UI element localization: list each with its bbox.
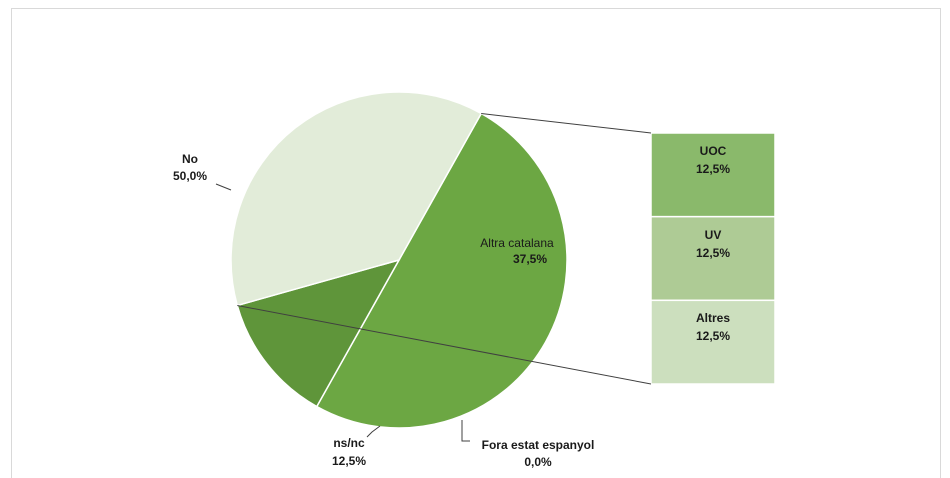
- label-uoc-value: 12,5%: [696, 162, 730, 176]
- label-uv-value: 12,5%: [696, 246, 730, 260]
- label-uv-name: UV: [705, 228, 722, 242]
- leader-line-nsnc: [366, 425, 381, 438]
- label-nsnc: ns/nc 12,5%: [332, 436, 366, 468]
- label-altres: Altres 12,5%: [696, 311, 730, 343]
- pie-slice-altra-catalana: [230, 91, 483, 307]
- label-altra-catalana: Altra catalana 37,5%: [480, 236, 554, 266]
- label-no-value: 50,0%: [173, 169, 207, 183]
- leader-line-fora-estat: [461, 420, 470, 442]
- chart-frame: [11, 8, 941, 478]
- label-nsnc-value: 12,5%: [332, 454, 366, 468]
- pie-slices: [230, 91, 568, 429]
- label-fora-estat-name: Fora estat espanyol: [482, 438, 595, 452]
- label-uoc-name: UOC: [700, 144, 727, 158]
- label-nsnc-name: ns/nc: [333, 436, 365, 450]
- label-uv: UV 12,5%: [696, 228, 730, 260]
- breakdown-bar: [650, 132, 776, 385]
- pie-slice-no: [315, 112, 568, 429]
- connector-line-top: [481, 113, 652, 134]
- bar-segment-uv: [650, 215, 776, 302]
- label-fora-estat-value: 0,0%: [524, 455, 552, 469]
- label-no-name: No: [182, 152, 198, 166]
- label-no: No 50,0%: [173, 152, 207, 183]
- bar-segment-uoc: [650, 132, 776, 218]
- pie-slice-ns-nc: [236, 258, 401, 408]
- label-altres-value: 12,5%: [696, 329, 730, 343]
- label-uoc: UOC 12,5%: [696, 144, 730, 176]
- label-altra-catalana-value: 37,5%: [513, 252, 547, 266]
- connector-lines: [215, 113, 652, 442]
- connector-line-bottom: [237, 305, 652, 385]
- leader-line-no: [215, 183, 232, 191]
- label-fora-estat: Fora estat espanyol 0,0%: [482, 438, 595, 469]
- bar-segment-altres: [650, 299, 776, 385]
- label-altra-catalana-name: Altra catalana: [480, 236, 554, 250]
- label-altres-name: Altres: [696, 311, 730, 325]
